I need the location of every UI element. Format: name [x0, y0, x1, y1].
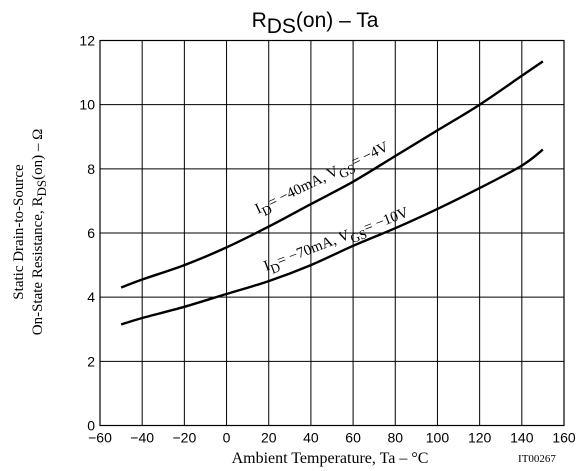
series-2-line — [120, 148, 544, 326]
y-axis-ticks: 0 2 4 6 8 10 12 — [79, 33, 95, 434]
figure-id: IT00267 — [518, 453, 556, 465]
x-tick-label: 60 — [345, 430, 361, 446]
x-tick-label: 140 — [510, 430, 534, 446]
x-tick-label: −60 — [88, 430, 112, 446]
x-tick-label: 80 — [387, 430, 403, 446]
y-tick-label: 10 — [79, 97, 95, 113]
x-axis-ticks: −60 −40 −20 0 20 40 60 80 100 120 140 160 — [88, 430, 576, 446]
y-tick-label: 12 — [79, 33, 95, 49]
x-tick-label: 40 — [303, 430, 319, 446]
series-1-annotation: ID= −40mA, VGS= −4V — [253, 139, 393, 221]
y-axis-label-line1: Static Drain-to-Source — [11, 164, 27, 300]
plot-frame — [99, 39, 565, 427]
x-tick-label: 160 — [552, 430, 576, 446]
y-tick-label: 4 — [87, 289, 95, 305]
chart-title-rest: (on) – Ta — [296, 9, 379, 32]
chart-title-sub: DS — [267, 15, 296, 38]
y-axis-label-line2: On-State Resistance, RDS(on) – Ω — [30, 129, 49, 336]
x-tick-label: −40 — [130, 430, 154, 446]
series-group — [120, 60, 544, 326]
x-tick-label: 0 — [223, 430, 231, 446]
x-tick-label: 20 — [261, 430, 277, 446]
x-tick-label: 100 — [426, 430, 450, 446]
y-tick-label: 2 — [87, 353, 95, 369]
y-tick-label: 8 — [87, 161, 95, 177]
chart-title: RDS(on) – Ta — [252, 9, 379, 38]
x-tick-label: 120 — [468, 430, 492, 446]
series-1-line — [120, 60, 544, 289]
x-tick-label: −20 — [172, 430, 196, 446]
x-axis-label: Ambient Temperature, Ta – °C — [232, 450, 429, 467]
grid — [100, 40, 564, 426]
y-axis-label: Static Drain-to-Source On-State Resistan… — [11, 129, 49, 336]
y-tick-label: 0 — [87, 418, 95, 434]
y-tick-label: 6 — [87, 225, 95, 241]
series-2-annotation: ID= −70mA, VGS= −10V — [262, 205, 413, 279]
chart-title-main: R — [252, 9, 267, 32]
